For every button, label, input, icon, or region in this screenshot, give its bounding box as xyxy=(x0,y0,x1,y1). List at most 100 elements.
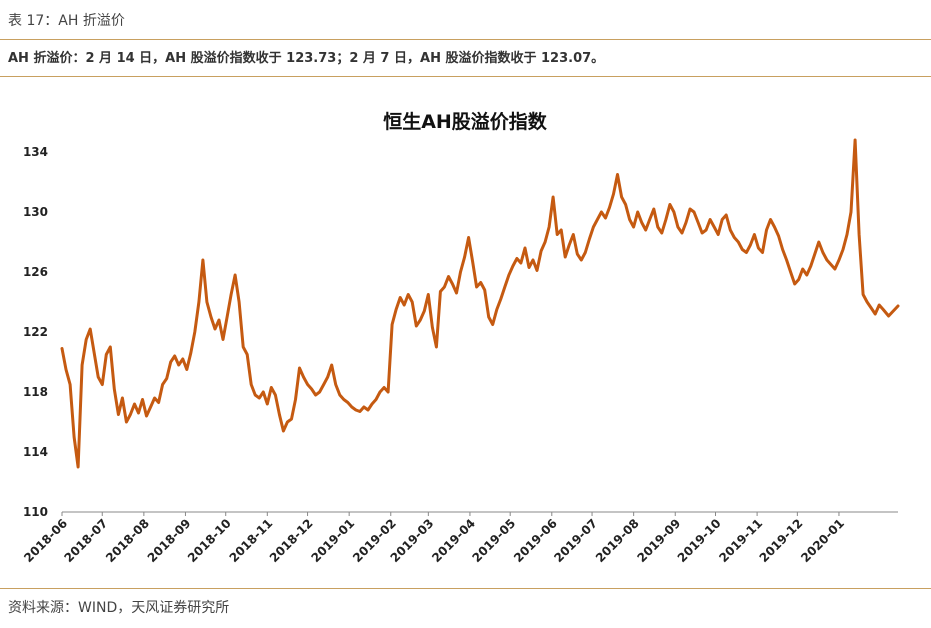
data-point xyxy=(741,249,743,251)
data-point xyxy=(335,384,337,386)
data-point xyxy=(182,358,184,360)
data-point xyxy=(198,301,200,303)
data-point xyxy=(677,226,679,228)
x-tick-label: 2019-08 xyxy=(593,516,642,565)
data-point xyxy=(782,249,784,251)
data-point xyxy=(500,298,502,300)
data-point xyxy=(387,391,389,393)
data-point xyxy=(870,307,872,309)
data-point xyxy=(532,259,534,261)
data-point xyxy=(637,211,639,213)
data-point xyxy=(480,282,482,284)
data-point xyxy=(117,414,119,416)
data-point xyxy=(77,466,79,468)
data-point xyxy=(105,354,107,356)
x-axis: 2018-062018-072018-082018-092018-102018-… xyxy=(21,512,847,565)
data-point xyxy=(753,234,755,236)
data-point xyxy=(673,211,675,213)
x-tick-label: 2018-07 xyxy=(62,516,111,565)
data-point xyxy=(572,234,574,236)
data-point xyxy=(210,316,212,318)
data-point xyxy=(757,247,759,249)
data-point xyxy=(584,252,586,254)
data-point xyxy=(113,388,115,390)
data-point xyxy=(794,283,796,285)
data-point xyxy=(327,376,329,378)
data-point xyxy=(419,319,421,321)
data-point xyxy=(552,196,554,198)
data-point xyxy=(125,421,127,423)
data-point xyxy=(882,309,884,311)
data-point xyxy=(101,384,103,386)
data-point xyxy=(282,430,284,432)
table-label: 表 17：AH 折溢价 xyxy=(8,13,125,29)
data-point xyxy=(745,252,747,254)
data-point xyxy=(669,204,671,206)
data-point xyxy=(697,222,699,224)
data-point xyxy=(391,324,393,326)
data-point xyxy=(596,219,598,221)
data-point xyxy=(270,387,272,389)
data-point xyxy=(838,259,840,261)
data-point xyxy=(375,399,377,401)
data-point xyxy=(238,301,240,303)
data-point xyxy=(850,211,852,213)
data-point xyxy=(286,421,288,423)
data-point xyxy=(717,234,719,236)
data-point xyxy=(476,286,478,288)
y-tick-label: 118 xyxy=(23,385,48,399)
data-point xyxy=(81,364,83,366)
data-point xyxy=(661,232,663,234)
x-tick-label: 2018-12 xyxy=(267,516,316,565)
data-point xyxy=(452,283,454,285)
data-point xyxy=(721,219,723,221)
data-point xyxy=(134,403,136,405)
data-point xyxy=(319,391,321,393)
data-point xyxy=(351,406,353,408)
data-point xyxy=(790,271,792,273)
x-tick-label: 2018-10 xyxy=(185,516,234,565)
data-point xyxy=(685,222,687,224)
data-point xyxy=(762,252,764,254)
data-point xyxy=(226,316,228,318)
data-point xyxy=(786,259,788,261)
data-point xyxy=(770,219,772,221)
data-point xyxy=(858,234,860,236)
data-point xyxy=(617,174,619,176)
data-point xyxy=(568,244,570,246)
data-point xyxy=(709,219,711,221)
data-point xyxy=(202,259,204,261)
data-point xyxy=(524,247,526,249)
data-point xyxy=(407,294,409,296)
data-point xyxy=(158,402,160,404)
data-point xyxy=(415,325,417,327)
data-point xyxy=(693,211,695,213)
data-point xyxy=(806,274,808,276)
data-point xyxy=(355,409,357,411)
data-point xyxy=(85,339,87,341)
data-point xyxy=(73,436,75,438)
data-point xyxy=(641,222,643,224)
data-point xyxy=(359,411,361,413)
y-tick-label: 122 xyxy=(23,325,48,339)
data-point xyxy=(725,214,727,216)
data-point xyxy=(592,226,594,228)
data-point xyxy=(379,391,381,393)
data-point xyxy=(701,232,703,234)
data-point xyxy=(496,309,498,311)
summary-divider xyxy=(0,76,931,77)
footer-divider xyxy=(0,588,931,589)
data-point xyxy=(625,204,627,206)
data-point xyxy=(395,309,397,311)
data-point xyxy=(278,414,280,416)
data-point xyxy=(629,219,631,221)
data-point xyxy=(435,346,437,348)
data-point xyxy=(162,384,164,386)
data-point xyxy=(456,292,458,294)
data-point xyxy=(93,352,95,354)
data-point xyxy=(303,376,305,378)
data-point xyxy=(866,301,868,303)
data-point xyxy=(460,271,462,273)
data-point xyxy=(411,301,413,303)
data-point xyxy=(138,412,140,414)
